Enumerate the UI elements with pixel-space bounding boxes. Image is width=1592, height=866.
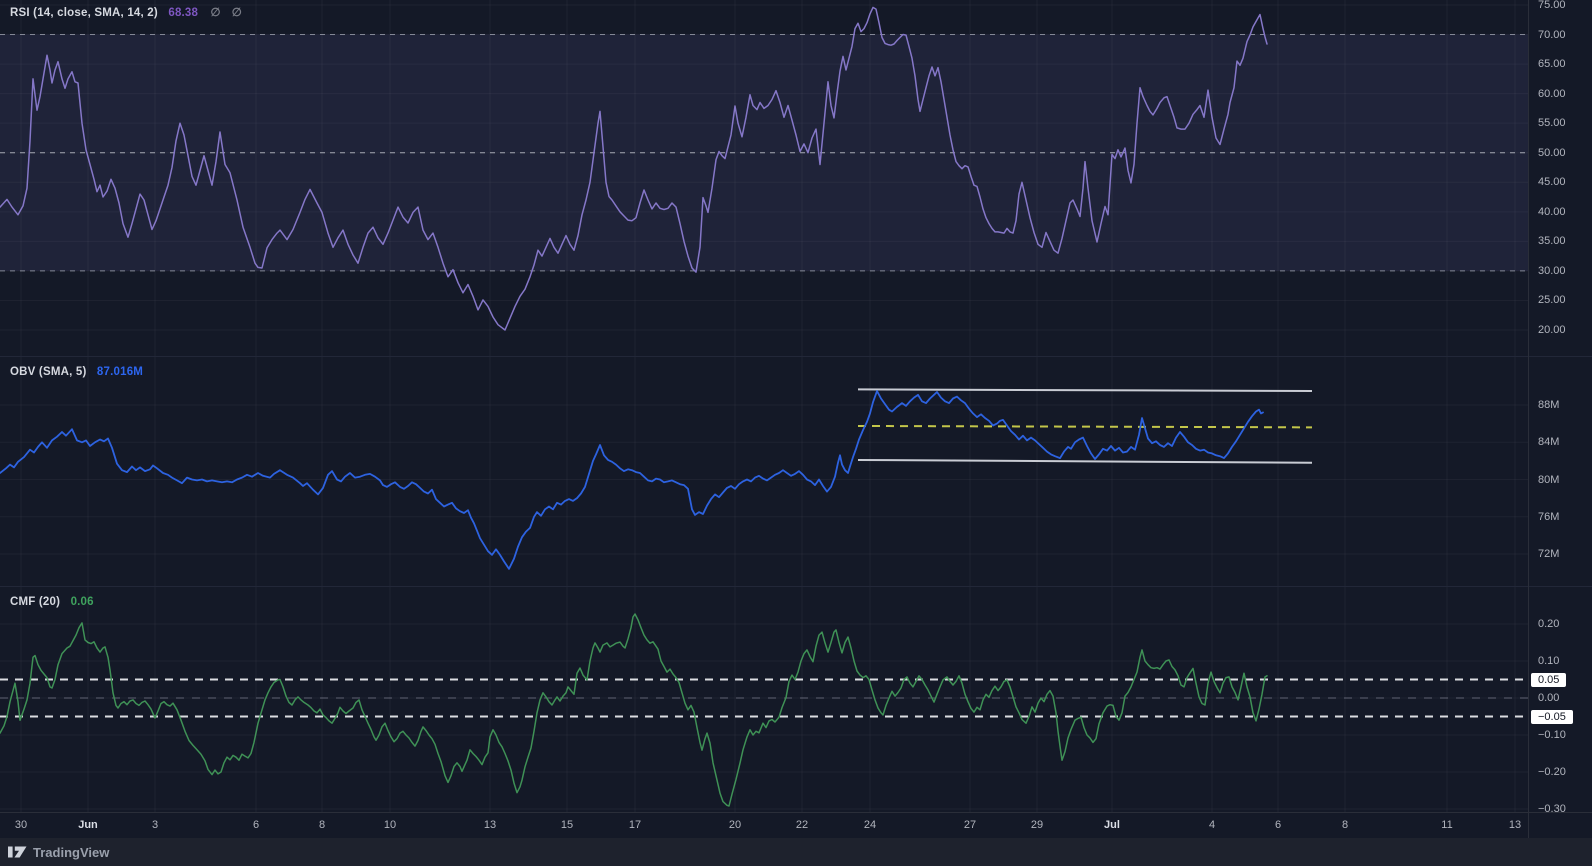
time-tick-label: 8 <box>318 819 326 831</box>
rsi-price-tick-label: 35.00 <box>1538 235 1566 248</box>
rsi-price-tick-label: 50.00 <box>1538 146 1566 159</box>
time-tick-label: 22 <box>795 819 809 831</box>
time-tick-label: 3 <box>151 819 159 831</box>
obv-legend-title: OBV (SMA, 5) <box>10 366 87 378</box>
time-tick-label: 27 <box>963 819 977 831</box>
obv-price-tick-label: 72M <box>1538 548 1560 560</box>
rsi-price-tick-label: 25.00 <box>1538 294 1566 307</box>
cmf-price-tick-label: 0.10 <box>1538 655 1560 667</box>
cmf-series-line[interactable] <box>0 613 1268 807</box>
pane-divider[interactable] <box>0 356 1592 357</box>
time-tick-label: 24 <box>863 819 877 831</box>
time-tick-label: 13 <box>483 819 497 831</box>
rsi-price-tick-label: 65.00 <box>1538 58 1566 71</box>
obv-series-line[interactable] <box>0 390 1264 570</box>
rsi-price-tick-label: 45.00 <box>1538 176 1566 189</box>
cmf-price-tick-label: −0.05 <box>1531 709 1573 724</box>
cmf-legend-title: CMF (20) <box>10 596 61 608</box>
tradingview-logo-text: TradingView <box>33 844 110 860</box>
obv-price-tick-label: 76M <box>1538 510 1560 523</box>
obv-price-tick-label: 80M <box>1538 473 1560 486</box>
obv-price-tick-label: 88M <box>1538 399 1560 411</box>
time-tick-label: 13 <box>1508 819 1522 831</box>
rsi-price-tick-label: 40.00 <box>1538 205 1566 218</box>
time-tick-label: 30 <box>14 819 28 831</box>
time-tick-label: 11 <box>1441 819 1453 831</box>
time-tick-label: Jun <box>78 819 98 831</box>
cmf-pane <box>0 613 1528 810</box>
pane-divider[interactable] <box>0 586 1592 587</box>
chart-plot-area[interactable] <box>0 0 1592 812</box>
obv-legend-value: 87.016M <box>96 366 144 378</box>
time-tick-label: 6 <box>1274 819 1282 831</box>
time-tick-label: 29 <box>1030 819 1044 831</box>
bottom-toolbar: TradingView <box>0 838 1592 866</box>
cmf-price-tick-label: −0.20 <box>1538 766 1566 778</box>
cmf-price-tick-label: 0.05 <box>1531 672 1567 687</box>
cmf-price-tick-label: −0.10 <box>1538 729 1566 741</box>
cmf-legend[interactable]: CMF (20) 0.06 <box>10 596 103 608</box>
cmf-price-tick-label: 0.00 <box>1538 692 1560 704</box>
obv-legend[interactable]: OBV (SMA, 5) 87.016M <box>10 366 152 378</box>
rsi-legend[interactable]: RSI (14, close, SMA, 14, 2) 68.38 ∅ ∅ <box>10 5 246 19</box>
time-tick-label: 15 <box>560 819 574 831</box>
rsi-series-line[interactable] <box>0 6 1268 331</box>
rsi-price-tick-label: 70.00 <box>1538 28 1566 41</box>
rsi-legend-title: RSI (14, close, SMA, 14, 2) <box>10 7 158 19</box>
rsi-price-tick-label: 20.00 <box>1538 324 1566 336</box>
time-tick-label: Jul <box>1104 819 1120 831</box>
obv-channel-line[interactable] <box>857 424 1313 429</box>
rsi-pane <box>0 4 1528 331</box>
rsi-price-tick-label: 30.00 <box>1538 264 1566 277</box>
cmf-legend-value: 0.06 <box>70 596 94 608</box>
price-axis-divider <box>1528 0 1529 838</box>
time-axis[interactable]: 30 Jun 3 6 8 10 13 15 17 20 22 24 27 29 Jul 4 6 8 11 13 <box>0 812 1592 839</box>
tradingview-logo-icon <box>8 846 27 858</box>
obv-price-tick-label: 84M <box>1538 436 1560 449</box>
time-tick-label: 4 <box>1208 819 1216 831</box>
rsi-legend-value: 68.38 <box>168 7 199 19</box>
time-tick-label: 6 <box>252 819 260 831</box>
cmf-price-tick-label: 0.20 <box>1538 618 1560 630</box>
rsi-price-tick-label: 60.00 <box>1538 87 1566 100</box>
cmf-price-tick-label: −0.30 <box>1538 803 1566 815</box>
obv-channel-line[interactable] <box>857 458 1313 464</box>
rsi-legend-empty-values: ∅ ∅ <box>210 7 246 19</box>
time-tick-label: 8 <box>1341 819 1349 831</box>
rsi-price-tick-label: 55.00 <box>1538 117 1566 130</box>
tradingview-logo-link[interactable]: TradingView <box>8 845 109 860</box>
rsi-price-tick-label: 75.00 <box>1538 0 1566 11</box>
obv-channel-line[interactable] <box>857 388 1313 393</box>
time-tick-label: 10 <box>383 819 397 831</box>
obv-pane <box>0 388 1528 570</box>
time-tick-label: 20 <box>728 819 742 831</box>
time-tick-label: 17 <box>628 819 642 831</box>
